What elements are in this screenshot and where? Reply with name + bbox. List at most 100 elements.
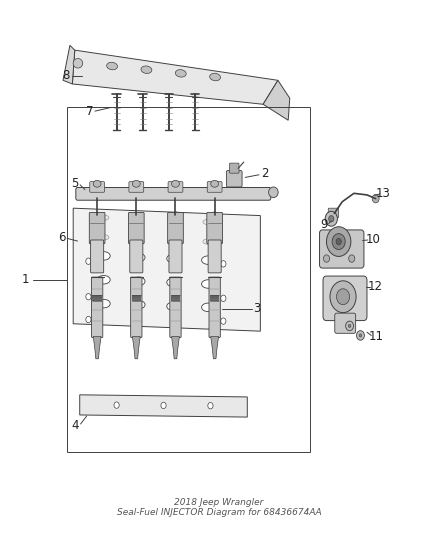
- FancyBboxPatch shape: [207, 213, 223, 244]
- Ellipse shape: [201, 256, 215, 264]
- Ellipse shape: [73, 59, 83, 68]
- Ellipse shape: [133, 236, 144, 241]
- FancyBboxPatch shape: [320, 230, 364, 268]
- FancyBboxPatch shape: [89, 213, 105, 244]
- Ellipse shape: [372, 195, 379, 203]
- Ellipse shape: [132, 180, 140, 187]
- Circle shape: [328, 216, 334, 222]
- Ellipse shape: [167, 254, 180, 263]
- FancyBboxPatch shape: [131, 277, 142, 337]
- FancyBboxPatch shape: [168, 213, 184, 244]
- Circle shape: [161, 402, 166, 409]
- Circle shape: [346, 321, 353, 330]
- Polygon shape: [80, 395, 247, 417]
- Text: 3: 3: [254, 302, 261, 316]
- Ellipse shape: [175, 70, 186, 77]
- FancyBboxPatch shape: [335, 313, 356, 333]
- Polygon shape: [132, 336, 140, 359]
- Circle shape: [330, 281, 356, 313]
- Circle shape: [336, 289, 350, 305]
- Ellipse shape: [133, 212, 139, 217]
- Text: 9: 9: [321, 217, 328, 231]
- Polygon shape: [211, 336, 219, 359]
- Text: 6: 6: [58, 231, 65, 244]
- Bar: [171, 295, 180, 301]
- Text: 4: 4: [72, 419, 79, 432]
- Ellipse shape: [211, 180, 219, 187]
- FancyBboxPatch shape: [129, 182, 144, 192]
- Ellipse shape: [173, 212, 179, 217]
- Ellipse shape: [268, 187, 278, 198]
- Circle shape: [221, 261, 226, 267]
- FancyBboxPatch shape: [207, 182, 222, 192]
- Circle shape: [86, 258, 91, 264]
- Ellipse shape: [94, 212, 100, 217]
- Polygon shape: [73, 208, 260, 331]
- Circle shape: [359, 334, 362, 337]
- Ellipse shape: [201, 303, 215, 312]
- FancyBboxPatch shape: [90, 182, 105, 192]
- Text: 13: 13: [376, 188, 391, 200]
- Circle shape: [86, 317, 91, 322]
- Circle shape: [208, 402, 213, 409]
- Circle shape: [221, 295, 226, 302]
- Ellipse shape: [167, 302, 180, 311]
- FancyBboxPatch shape: [230, 163, 239, 173]
- Bar: [210, 295, 219, 301]
- Ellipse shape: [132, 301, 145, 309]
- Ellipse shape: [203, 239, 213, 244]
- Text: 7: 7: [85, 104, 93, 118]
- Text: 5: 5: [71, 177, 78, 190]
- Bar: [92, 295, 102, 301]
- Polygon shape: [172, 336, 180, 359]
- Circle shape: [323, 255, 329, 262]
- Ellipse shape: [167, 278, 180, 287]
- Ellipse shape: [133, 216, 144, 222]
- Ellipse shape: [212, 212, 218, 217]
- Ellipse shape: [168, 217, 179, 223]
- Ellipse shape: [203, 219, 213, 224]
- FancyBboxPatch shape: [169, 240, 182, 273]
- Ellipse shape: [132, 277, 145, 286]
- Circle shape: [332, 233, 345, 249]
- Polygon shape: [63, 45, 75, 84]
- Text: 12: 12: [367, 280, 382, 293]
- FancyBboxPatch shape: [92, 277, 103, 337]
- Bar: [131, 295, 141, 301]
- FancyBboxPatch shape: [226, 171, 242, 187]
- FancyBboxPatch shape: [208, 240, 221, 273]
- Text: 1: 1: [21, 273, 29, 286]
- Ellipse shape: [93, 180, 101, 187]
- Ellipse shape: [141, 66, 152, 74]
- Polygon shape: [72, 50, 278, 104]
- Circle shape: [114, 402, 119, 408]
- Circle shape: [348, 324, 351, 327]
- Text: 10: 10: [365, 233, 380, 246]
- FancyBboxPatch shape: [168, 182, 183, 192]
- Ellipse shape: [210, 73, 220, 81]
- Circle shape: [221, 318, 226, 324]
- Ellipse shape: [172, 180, 180, 187]
- Text: 2018 Jeep Wrangler
Seal-Fuel INJECTOR Diagram for 68436674AA: 2018 Jeep Wrangler Seal-Fuel INJECTOR Di…: [117, 498, 321, 518]
- Text: 11: 11: [369, 330, 384, 343]
- Circle shape: [349, 255, 355, 262]
- FancyBboxPatch shape: [76, 188, 271, 200]
- FancyBboxPatch shape: [209, 277, 220, 337]
- Bar: [67, 108, 311, 452]
- Ellipse shape: [97, 276, 110, 284]
- FancyBboxPatch shape: [328, 208, 339, 217]
- FancyBboxPatch shape: [91, 240, 104, 273]
- Polygon shape: [93, 336, 101, 359]
- Ellipse shape: [99, 235, 109, 240]
- Circle shape: [325, 212, 337, 226]
- FancyBboxPatch shape: [323, 276, 367, 320]
- Polygon shape: [263, 80, 290, 120]
- Ellipse shape: [107, 62, 117, 70]
- FancyBboxPatch shape: [130, 240, 143, 273]
- Ellipse shape: [132, 253, 145, 262]
- Circle shape: [86, 294, 91, 300]
- Text: 2: 2: [261, 167, 268, 180]
- Ellipse shape: [97, 252, 110, 260]
- Ellipse shape: [201, 280, 215, 288]
- Ellipse shape: [99, 215, 109, 220]
